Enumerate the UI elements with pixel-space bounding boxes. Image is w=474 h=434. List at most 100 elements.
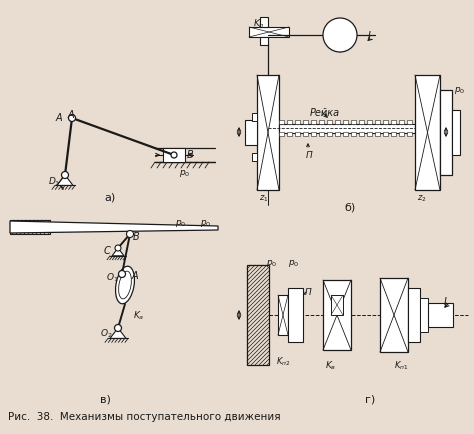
Text: $D_1$: $D_1$ [48,176,60,188]
Bar [335,132,340,136]
Bar [279,132,284,136]
Text: $p_0$: $p_0$ [179,168,191,179]
Text: I: I [444,297,447,307]
Bar [295,132,300,136]
Text: А: А [132,271,138,281]
Bar [440,90,452,175]
Text: $p_0$: $p_0$ [200,218,211,229]
Text: $O_1$: $O_1$ [106,271,118,283]
Bar [295,120,300,124]
Text: П: П [306,151,313,160]
Text: В: В [187,150,194,160]
Bar [399,120,404,124]
Bar [351,132,356,136]
Bar [319,120,324,124]
Bar [252,153,257,161]
Bar [252,113,257,121]
Text: С: С [104,246,111,256]
Text: $p_0$: $p_0$ [454,85,465,96]
Bar [331,295,343,315]
Circle shape [115,245,121,251]
Bar [247,265,269,365]
Text: Рис.  38.  Механизмы поступательного движения: Рис. 38. Механизмы поступательного движе… [8,412,281,422]
Bar [163,148,185,162]
Text: $K_a$: $K_a$ [133,310,145,322]
Bar [278,295,288,335]
Text: б): б) [345,203,356,213]
Text: Рейка: Рейка [310,108,340,118]
Bar [452,110,460,155]
Circle shape [127,230,134,237]
Bar [375,132,380,136]
Bar [10,220,50,234]
Text: $K_п$: $K_п$ [253,17,265,30]
Text: г): г) [365,395,375,405]
Bar [327,132,332,136]
Bar [351,120,356,124]
Text: А: А [56,113,63,123]
Text: $p_0$: $p_0$ [175,218,186,229]
Bar [383,132,388,136]
Text: $K_{п2}$: $K_{п2}$ [276,356,291,368]
Bar [380,278,408,352]
Text: $z_2$: $z_2$ [417,193,427,204]
Bar [323,280,351,350]
Bar [391,132,396,136]
Bar [359,120,364,124]
Text: $p_0$: $p_0$ [266,258,277,269]
Bar [287,120,292,124]
Bar [367,132,372,136]
Bar [287,132,292,136]
Circle shape [323,18,357,52]
Bar [260,37,268,45]
Bar [288,288,303,342]
Polygon shape [57,175,73,185]
Bar [260,17,268,27]
Text: $z_1$: $z_1$ [259,193,269,204]
Bar [375,120,380,124]
Bar [428,303,453,327]
Ellipse shape [116,266,135,304]
Circle shape [69,115,75,122]
Ellipse shape [118,271,131,299]
Text: В: В [133,232,140,242]
Circle shape [118,270,126,277]
Bar [279,124,415,133]
Text: П: П [305,288,312,297]
Text: а): а) [104,193,116,203]
Bar [257,75,279,190]
Bar [359,132,364,136]
Text: I: I [368,31,371,41]
Text: $K_в$: $K_в$ [325,360,337,372]
Bar [383,120,388,124]
Bar [249,27,289,37]
Text: $O_2$: $O_2$ [100,327,112,339]
Polygon shape [10,221,218,233]
Bar [399,132,404,136]
Text: А: А [68,110,74,120]
Bar [343,120,348,124]
Bar [420,298,428,332]
Circle shape [171,152,177,158]
Bar [245,120,257,145]
Bar [327,120,332,124]
Bar [408,288,420,342]
Text: в): в) [100,395,110,405]
Bar [319,132,324,136]
Bar [311,120,316,124]
Bar [415,75,440,190]
Bar [303,132,308,136]
Polygon shape [110,328,126,339]
Text: $p_0$: $p_0$ [288,258,300,269]
Bar [279,120,284,124]
Bar [343,132,348,136]
Polygon shape [112,248,124,256]
Bar [335,120,340,124]
Bar [407,132,412,136]
Circle shape [115,325,121,332]
Bar [311,132,316,136]
Bar [303,120,308,124]
Bar [367,120,372,124]
Text: $K_{п1}$: $K_{п1}$ [394,360,409,372]
Bar [407,120,412,124]
